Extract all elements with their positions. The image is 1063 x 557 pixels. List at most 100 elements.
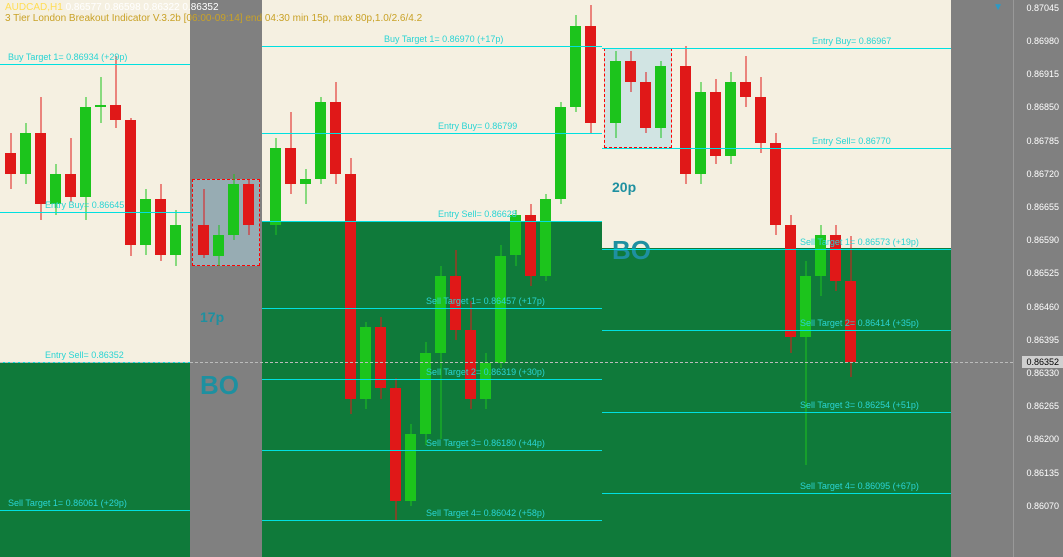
level-label: Entry Sell= 0.86628 [438,209,517,219]
candle [610,51,621,138]
level-label: Entry Sell= 0.86770 [812,136,891,146]
price-tick: 0.86135 [1026,468,1059,478]
level-label: Entry Buy= 0.86645 [45,200,124,210]
price-tick: 0.86460 [1026,302,1059,312]
price-tick: 0.86915 [1026,69,1059,79]
candle [420,342,431,444]
candle [243,179,254,235]
candle [540,194,551,281]
candle [755,77,766,154]
chart-header: AUDCAD,H1 0.86577 0.86598 0.86322 0.8635… [0,0,1013,26]
price-tick: 0.86590 [1026,235,1059,245]
level-label: Sell Target 4= 0.86042 (+58p) [426,508,545,518]
candle [198,189,209,258]
level-line [602,330,951,331]
level-label: Buy Target 1= 0.86934 (+29p) [8,52,127,62]
candle [680,46,691,184]
price-tick: 0.86980 [1026,36,1059,46]
level-label: Sell Target 2= 0.86319 (+30p) [426,367,545,377]
candle [170,210,181,266]
candle [525,204,536,286]
candle [710,79,721,163]
price-tick: 0.86850 [1026,102,1059,112]
candle [125,118,136,256]
price-tick: 0.86525 [1026,268,1059,278]
price-tick: 0.86655 [1026,202,1059,212]
candle [375,317,386,399]
price-tick: 0.86785 [1026,136,1059,146]
level-line [262,450,602,451]
candle [625,51,636,92]
level-line [0,510,190,511]
level-label: Entry Buy= 0.86967 [812,36,891,46]
candle [228,174,239,240]
candle [95,77,106,123]
candle [555,102,566,204]
candle [435,266,446,440]
level-label: Entry Sell= 0.86352 [45,350,124,360]
candle [450,250,461,339]
candle [495,245,506,368]
level-line [602,148,951,149]
candle [5,133,16,189]
candle [285,112,296,194]
dropdown-arrow-icon[interactable]: ▼ [993,2,1003,13]
candle [725,72,736,164]
price-tick: 0.86200 [1026,434,1059,444]
level-line [602,412,951,413]
level-label: Sell Target 3= 0.86254 (+51p) [800,400,919,410]
level-label: Sell Target 1= 0.86573 (+19p) [800,237,919,247]
candle [405,424,416,506]
level-line [262,133,602,134]
candle [315,97,326,184]
candle [20,123,31,184]
candle [845,236,856,377]
level-line [602,493,951,494]
candle [300,169,311,205]
chart-area[interactable]: Buy Target 1= 0.86934 (+29p) Entry Buy= 0… [0,0,1013,557]
level-line [602,249,951,250]
price-tick: 0.86070 [1026,501,1059,511]
level-line [0,212,190,213]
candle [640,72,651,133]
breakout-pips: 17p [200,309,224,325]
breakout-label: BO [200,370,239,401]
level-label: Sell Target 4= 0.86095 (+67p) [800,481,919,491]
breakout-label: BO [612,235,651,266]
price-tick: 0.86330 [1026,368,1059,378]
candle [695,82,706,184]
breakout-pips: 20p [612,179,636,195]
level-label: Entry Buy= 0.86799 [438,121,517,131]
candle [655,61,666,138]
level-label: Sell Target 2= 0.86414 (+35p) [800,318,919,328]
indicator-label: 3 Tier London Breakout Indicator V.3.2b … [5,13,1008,24]
price-axis: 0.87045 0.86980 0.86915 0.86850 0.86785 0.867… [1013,0,1063,557]
price-tick: 0.86395 [1026,335,1059,345]
candle [345,158,356,414]
level-label: Sell Target 1= 0.86457 (+17p) [426,296,545,306]
candle [830,225,841,291]
price-tick: 0.86265 [1026,401,1059,411]
level-line [262,221,602,222]
candle [110,56,121,128]
current-price-line [0,362,1013,363]
ohlc-label: 0.86577 0.86598 0.86322 0.86352 [66,2,219,13]
zone-lower [262,221,602,557]
candle [360,322,371,409]
zone-lower [0,362,190,557]
level-label: Sell Target 3= 0.86180 (+44p) [426,438,545,448]
candle [155,184,166,261]
price-tick: 0.86720 [1026,169,1059,179]
level-line [602,48,951,49]
level-label: Sell Target 1= 0.86061 (+29p) [8,498,127,508]
candle [570,15,581,112]
level-line [262,308,602,309]
level-label: Buy Target 1= 0.86970 (+17p) [384,34,503,44]
level-line [262,520,602,521]
candle [465,301,476,408]
candle [815,225,826,297]
candle [65,138,76,202]
level-line [262,379,602,380]
price-tick: 0.87045 [1026,3,1059,13]
price-current-marker: 0.86352 [1022,356,1063,368]
